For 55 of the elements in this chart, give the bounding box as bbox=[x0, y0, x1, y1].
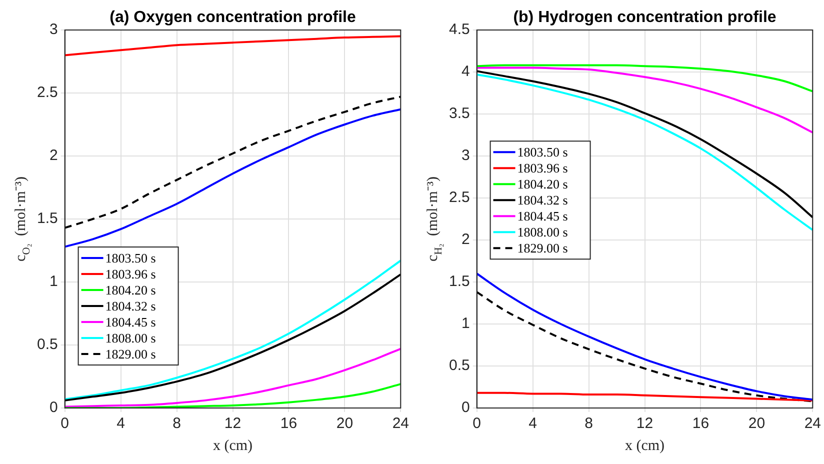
legend-label: 1804.45 s bbox=[105, 314, 156, 330]
y-tick-label: 2.5 bbox=[36, 84, 58, 102]
y-tick-label: 2.5 bbox=[448, 189, 470, 206]
legend-label: 1803.50 s bbox=[105, 250, 156, 266]
x-tick-label: 0 bbox=[60, 415, 70, 432]
x-tick-label: 0 bbox=[472, 415, 482, 432]
legend-label: 1803.96 s bbox=[105, 266, 156, 282]
x-tick-label: 20 bbox=[748, 415, 766, 432]
y-tick-label: 1.5 bbox=[448, 273, 470, 290]
legend-label: 1804.32 s bbox=[517, 192, 568, 208]
x-tick-label: 8 bbox=[172, 415, 181, 432]
y-tick-label: 2 bbox=[50, 147, 58, 164]
x-axis-title: x (cm) bbox=[212, 438, 253, 454]
x-tick-label: 4 bbox=[116, 415, 125, 432]
x-tick-label: 16 bbox=[280, 415, 298, 432]
y-tick-label: 1.5 bbox=[36, 210, 58, 228]
y-tick-label: 3 bbox=[462, 147, 470, 164]
y-axis-title: cH₂ (mol·m⁻³) bbox=[424, 176, 444, 262]
x-tick-label: 12 bbox=[224, 415, 242, 432]
legend-label: 1804.20 s bbox=[517, 176, 568, 192]
y-tick-label: 3 bbox=[50, 21, 58, 38]
legend-label: 1829.00 s bbox=[105, 346, 156, 362]
x-tick-label: 16 bbox=[692, 415, 710, 432]
y-tick-label: 2 bbox=[462, 231, 470, 248]
y-tick-label: 4 bbox=[462, 63, 470, 80]
y-tick-label: 0 bbox=[50, 399, 58, 416]
y-tick-label: 4.5 bbox=[448, 21, 470, 38]
line-series bbox=[64, 383, 401, 408]
x-axis-title: x (cm) bbox=[624, 438, 665, 454]
legend-label: 1804.32 s bbox=[105, 298, 156, 314]
legend-label: 1808.00 s bbox=[517, 224, 568, 240]
chart-title: (a) Oxygen concentration profile bbox=[110, 9, 356, 26]
x-tick-label: 8 bbox=[584, 415, 593, 432]
chart-title: (b) Hydrogen concentration profile bbox=[513, 9, 776, 26]
legend-label: 1803.96 s bbox=[517, 160, 568, 176]
y-axis-title: cO₂ (mol·m⁻³) bbox=[12, 176, 32, 262]
x-tick-label: 20 bbox=[336, 415, 354, 432]
legend-label: 1804.20 s bbox=[105, 282, 156, 298]
y-tick-label: 0.5 bbox=[448, 357, 470, 374]
x-tick-label: 24 bbox=[804, 415, 821, 432]
legend-label: 1804.45 s bbox=[517, 208, 568, 224]
x-tick-label: 4 bbox=[528, 415, 537, 432]
y-tick-label: 0.5 bbox=[36, 336, 58, 354]
y-tick-label: 1 bbox=[50, 273, 58, 290]
x-tick-label: 24 bbox=[392, 415, 409, 432]
line-series bbox=[64, 35, 401, 56]
y-tick-label: 0 bbox=[462, 399, 470, 416]
line-series bbox=[64, 348, 401, 408]
legend-label: 1808.00 s bbox=[105, 330, 156, 346]
line-series bbox=[476, 392, 813, 402]
legend-label: 1829.00 s bbox=[517, 240, 568, 256]
y-tick-label: 3.5 bbox=[448, 105, 470, 122]
y-tick-label: 1 bbox=[462, 315, 470, 332]
x-tick-label: 12 bbox=[636, 415, 654, 432]
legend-label: 1803.50 s bbox=[517, 144, 568, 160]
